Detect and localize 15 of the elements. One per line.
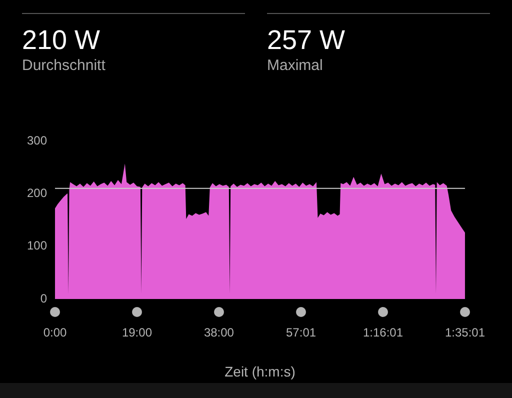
y-tick-label: 0 — [40, 291, 48, 306]
y-tick-label: 300 — [26, 133, 48, 148]
text: 257 W — [267, 24, 346, 56]
x-tick-label: 1:16:01 — [362, 326, 404, 340]
x-axis-title: Zeit (h:m:s) — [224, 363, 296, 380]
x-tick-label: 1:35:01 — [444, 326, 486, 340]
y-tick-label: 100 — [26, 238, 48, 253]
text: Durchschnitt — [22, 56, 106, 76]
x-tick-label: 0:00 — [43, 326, 67, 340]
text: Maximal — [267, 56, 324, 76]
x-tick-label: 38:00 — [204, 326, 234, 340]
x-tick-label: 19:00 — [122, 326, 152, 340]
y-tick-label: 200 — [26, 186, 48, 200]
x-tick-label: 57:01 — [286, 326, 316, 340]
text: 210 W — [22, 24, 102, 56]
